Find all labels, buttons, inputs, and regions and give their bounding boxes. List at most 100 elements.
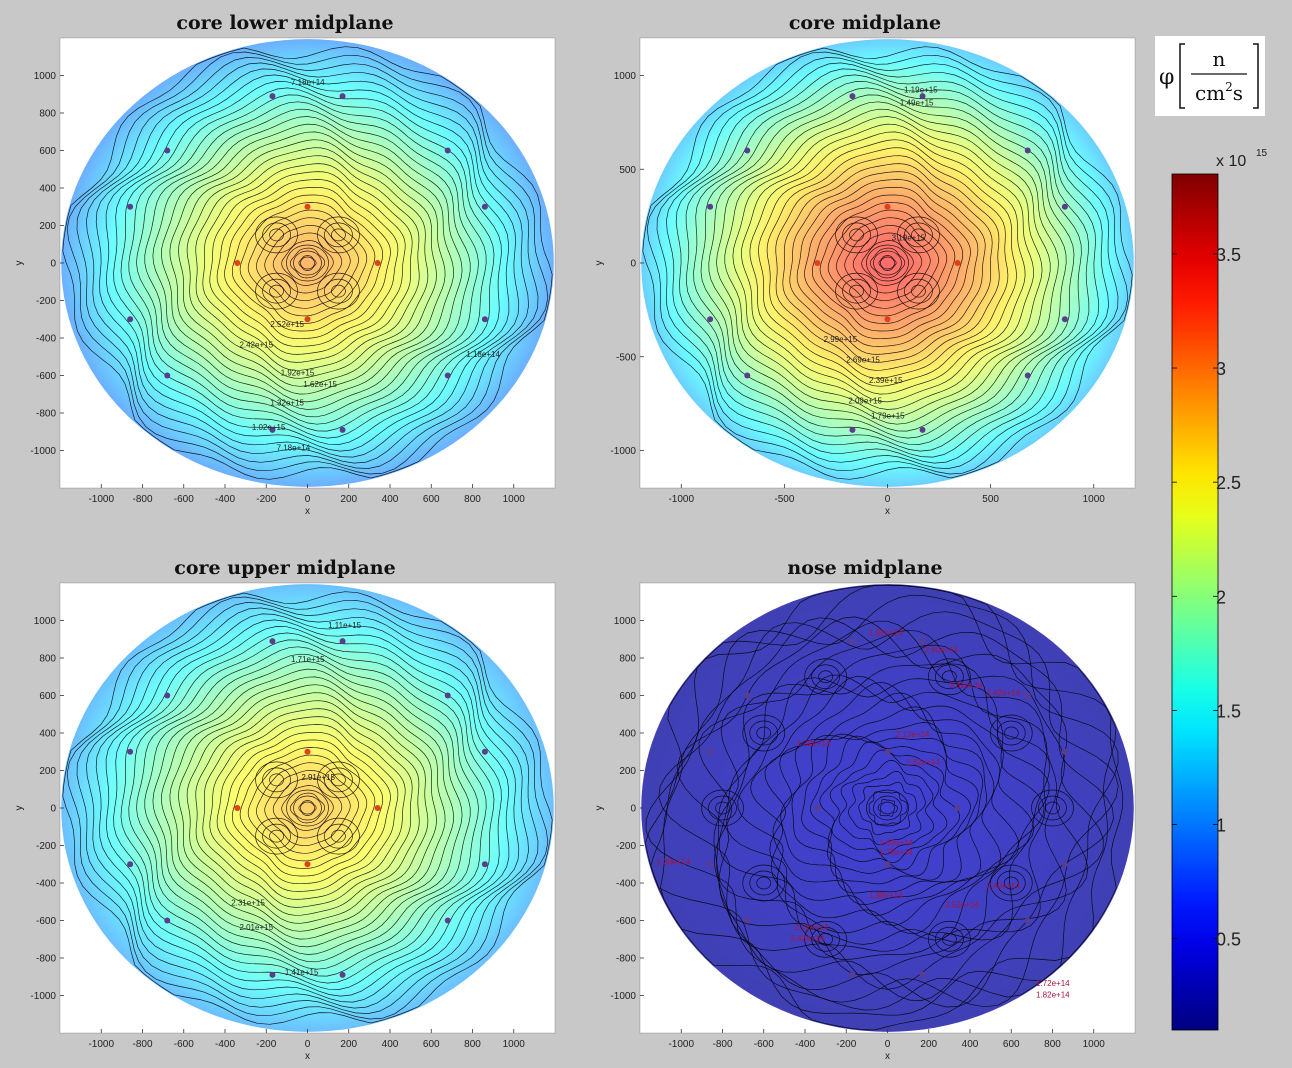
contour-label: 7.18e+14 — [277, 444, 311, 453]
contour-island — [835, 272, 878, 310]
y-tick-label: 800 — [39, 654, 56, 665]
contour-line — [186, 692, 429, 924]
measurement-point — [269, 971, 276, 978]
contour-line — [758, 139, 1017, 387]
measurement-point — [954, 805, 961, 811]
contour-line — [847, 771, 926, 846]
y-tick-label: -1000 — [610, 991, 636, 1002]
unit-numerator: n — [1213, 47, 1226, 71]
contour-island — [842, 278, 871, 304]
y-tick-label: -800 — [36, 954, 56, 965]
contour-island — [811, 664, 840, 690]
y-tick-label: -600 — [36, 916, 56, 927]
contour-line — [838, 759, 935, 855]
chart-core-midplane: 1.19e+15 1.49e+15 3.19e+15 2.99e+15 2.69e+15… — [594, 37, 1136, 517]
contour-line — [861, 240, 914, 286]
contour-island — [255, 817, 298, 855]
y-tick-label: 600 — [39, 146, 56, 157]
measurement-point — [127, 203, 134, 210]
y-tick-label: 400 — [39, 184, 56, 195]
contour-line — [231, 194, 384, 332]
contour-line — [646, 51, 1129, 475]
contour-island — [749, 870, 779, 896]
contour-island — [849, 228, 864, 242]
measurement-point — [269, 93, 276, 100]
contour-line — [195, 155, 420, 371]
contour-line — [829, 749, 948, 864]
contour-line — [289, 247, 326, 279]
contour-line — [95, 613, 520, 1003]
contour-island — [989, 864, 1033, 902]
contour-label: 1.19e+15 — [904, 85, 938, 94]
y-tick-label: 200 — [39, 221, 56, 232]
colorbar-tick-label: 3 — [1216, 359, 1226, 379]
y-tick-label: 400 — [619, 729, 636, 740]
contour-label: 1.49e+15 — [900, 99, 934, 108]
y-tick-label: -1000 — [30, 991, 56, 1002]
measurement-point — [1061, 203, 1068, 210]
colorbar-tick-label: 1 — [1216, 816, 1226, 836]
contour-line — [716, 644, 1048, 960]
contour-label: 1.92e+14 — [869, 629, 903, 638]
x-tick-label: -500 — [774, 494, 794, 505]
contour-line — [732, 116, 1043, 410]
contour-line — [809, 735, 971, 877]
contour-island — [756, 876, 772, 890]
measurement-point — [1024, 692, 1031, 699]
contour-line — [152, 661, 463, 955]
y-tick-label: 500 — [619, 165, 636, 176]
y-tick-label: -200 — [36, 296, 56, 307]
measurement-point — [1024, 147, 1031, 154]
x-tick-label: 0 — [305, 1039, 311, 1050]
contour-line — [202, 163, 413, 363]
y-tick-label: 200 — [39, 766, 56, 777]
contour-line — [791, 722, 983, 894]
x-axis-label: x — [885, 506, 890, 517]
contour-label: 2.42e+14 — [791, 934, 825, 943]
x-tick-label: -800 — [132, 1039, 152, 1050]
right-bracket — [1253, 43, 1259, 109]
measurement-point — [849, 971, 856, 978]
panel-title: core midplane — [788, 12, 942, 34]
contour-label: 1.18e+14 — [466, 350, 500, 359]
contour-island — [262, 278, 291, 304]
measurement-point — [919, 93, 926, 100]
contour-line — [136, 646, 479, 970]
x-tick-label: 600 — [423, 1039, 440, 1050]
measurement-point — [849, 93, 856, 100]
x-tick-label: -200 — [256, 494, 276, 505]
y-axis-label: y — [594, 806, 605, 811]
contour-line — [645, 594, 1119, 1011]
contour-line — [95, 68, 520, 458]
contour-line — [298, 255, 317, 271]
contour-line — [708, 94, 1067, 432]
contour-island — [269, 228, 284, 242]
unit-formula: φ n cm2s — [1159, 43, 1259, 109]
contour-island — [286, 789, 329, 827]
colorbar-gradient — [1171, 173, 1219, 1031]
y-tick-label: -200 — [36, 841, 56, 852]
contour-line — [741, 123, 1034, 403]
contour-line — [749, 131, 1026, 395]
contour-label: 2.42e+14 — [987, 689, 1021, 698]
x-axis-label: x — [305, 1051, 310, 1062]
contour-island — [866, 244, 909, 282]
measurement-point — [374, 260, 381, 266]
x-axis-label: x — [305, 506, 310, 517]
contour-line — [281, 240, 334, 286]
measurement-point — [919, 638, 926, 645]
measurement-point — [444, 692, 451, 699]
contour-line — [836, 217, 939, 309]
flux-disc — [641, 584, 1134, 1032]
contour-island — [935, 664, 964, 690]
x-tick-label: -400 — [215, 1039, 235, 1050]
x-tick-label: 1000 — [1083, 1039, 1106, 1050]
contour-line — [272, 232, 343, 294]
measurement-point — [304, 861, 311, 868]
colorbar-tick-label: 2 — [1216, 587, 1226, 607]
contour-label: 2.52e+15 — [270, 320, 304, 329]
colorbar-tick-label: 2.5 — [1216, 473, 1241, 493]
y-tick-label: 1000 — [34, 616, 57, 627]
contour-island — [928, 658, 971, 696]
contour-line — [700, 87, 1075, 439]
